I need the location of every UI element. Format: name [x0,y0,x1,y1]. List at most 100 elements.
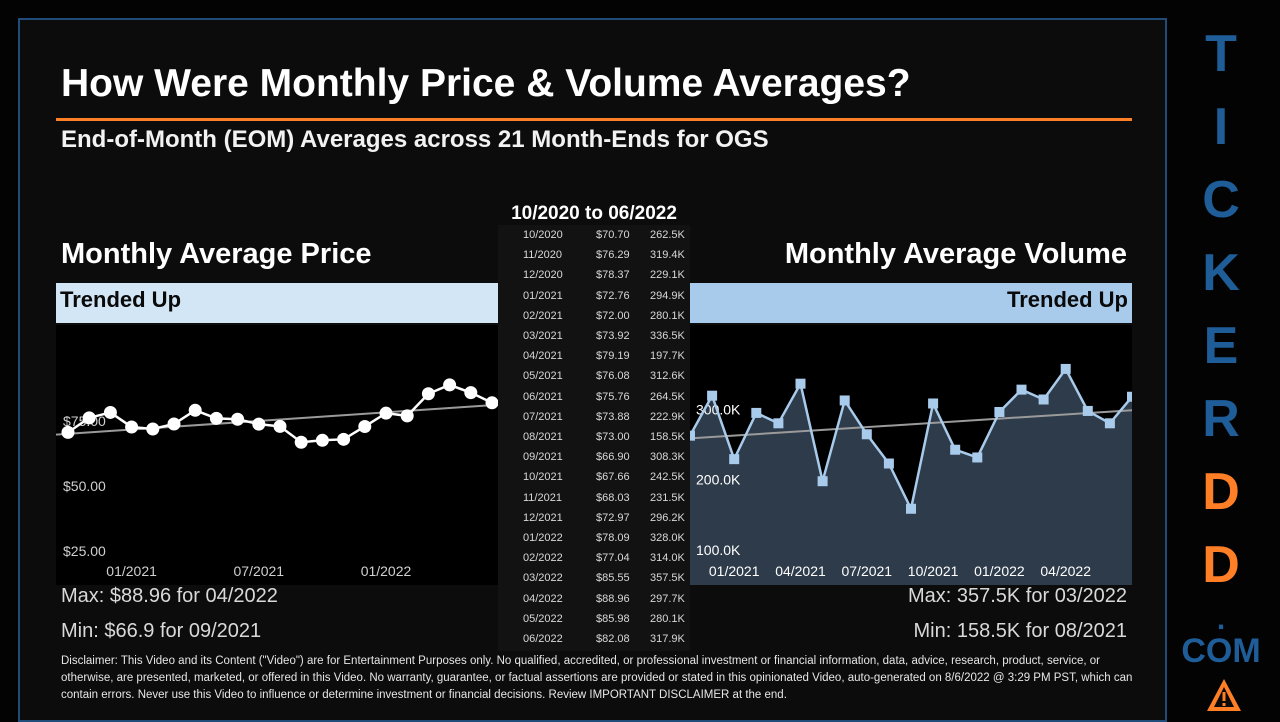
table-cell-price: $88.96 [596,592,630,605]
price-data-point [188,403,202,417]
volume-y-tick-label: 100.0K [696,542,741,558]
volume-data-point [994,406,1005,417]
table-cell-volume: 242.5K [650,471,685,484]
volume-x-tick-label: 04/2022 [1040,563,1091,579]
volume-data-point [817,476,828,487]
table-row: 03/2022 $85.55 357.5K [498,568,690,588]
volume-data-point [1060,363,1071,374]
price-data-point [485,396,498,410]
table-cell-volume: 328.0K [650,532,685,544]
table-cell-date: 05/2022 [523,612,563,625]
volume-trendline [690,409,1132,440]
table-cell-price: $82.08 [596,633,630,645]
table-cell-volume: 222.9K [650,410,685,423]
price-y-tick-label: $25.00 [63,543,106,559]
table-cell-volume: 336.5K [650,330,685,342]
table-row: 05/2021 $76.08 312.6K [498,366,690,386]
volume-data-point [1104,418,1115,429]
price-x-tick-label: 01/2022 [361,563,412,579]
price-data-point [358,419,372,433]
table-cell-date: 03/2022 [523,572,563,585]
price-data-point [337,432,351,446]
volume-trend-banner: Trended Up [690,283,1132,323]
price-max-stat: Max: $88.96 for 04/2022 [61,585,278,607]
table-cell-volume: 264.5K [650,390,685,403]
table-cell-price: $78.37 [596,269,630,282]
table-cell-date: 12/2020 [523,269,563,282]
table-row: 09/2021 $66.90 308.3K [498,447,690,467]
table-cell-volume: 297.7K [650,592,685,605]
table-cell-volume: 280.1K [650,612,685,625]
table-cell-price: $66.90 [596,451,630,464]
price-section-title: Monthly Average Price [61,238,372,270]
volume-data-point [773,418,784,429]
table-cell-date: 04/2021 [523,350,563,363]
table-cell-date: 02/2022 [523,552,563,565]
price-data-point [103,405,117,419]
volume-data-point [906,503,916,514]
table-cell-price: $67.66 [596,471,630,484]
table-cell-volume: 317.9K [650,633,685,645]
table-cell-price: $77.04 [596,552,630,565]
volume-data-point [690,430,695,441]
table-cell-date: 01/2021 [523,289,563,302]
table-cell-date: 02/2021 [523,309,563,322]
table-cell-volume: 280.1K [650,309,685,322]
disclaimer-text: Disclaimer: This Video and its Content (… [61,655,1133,701]
price-data-point [146,422,160,436]
table-date-range-heading: 10/2020 to 06/2022 [511,203,677,224]
price-min-stat: Min: $66.9 for 09/2021 [61,620,262,642]
volume-min-stat: Min: 158.5K for 08/2021 [913,620,1127,642]
volume-x-tick-label: 07/2021 [841,563,892,579]
volume-data-point [1127,391,1132,402]
volume-data-point [861,429,872,440]
brand-letter: T [1205,25,1237,83]
table-row: 07/2021 $73.88 222.9K [498,407,690,427]
table-cell-price: $75.76 [596,390,630,403]
table-cell-volume: 229.1K [650,269,685,282]
price-data-point [273,419,287,433]
price-data-point [421,387,435,401]
volume-area-fill [690,368,1132,585]
price-data-point [464,386,478,400]
volume-section-title: Monthly Average Volume [784,238,1127,270]
volume-max-stat: Max: 357.5K for 03/2022 [907,585,1127,607]
monthly-data-table: 10/2020 $70.70 262.5K 11/2020 $76.29 319.4K 12… [498,225,690,651]
table-cell-volume: 296.2K [650,511,685,524]
table-row: 04/2021 $79.19 197.7K [498,346,690,366]
table-row: 01/2021 $72.76 294.9K [498,286,690,306]
table-cell-price: $68.03 [596,491,630,504]
table-cell-price: $76.29 [596,249,630,262]
brand-letter: D [1202,463,1240,521]
price-x-tick-label: 07/2021 [233,563,284,579]
volume-data-point [1082,405,1093,416]
volume-data-point [950,444,961,455]
table-cell-price: $72.00 [596,309,630,322]
table-cell-date: 11/2021 [523,491,562,504]
table-cell-volume: 262.5K [650,229,685,241]
table-row: 06/2022 $82.08 317.9K [498,629,690,649]
price-data-point [61,425,75,439]
volume-data-point [883,458,894,469]
volume-data-point [795,378,806,389]
price-data-point [294,435,308,449]
table-row: 04/2022 $88.96 297.7K [498,589,690,609]
table-cell-price: $78.09 [596,532,630,544]
price-x-tick-label: 01/2021 [106,563,157,579]
table-cell-volume: 197.7K [650,350,685,363]
volume-x-tick-label: 01/2022 [974,563,1025,579]
table-row: 12/2021 $72.97 296.2K [498,508,690,528]
price-trend-banner: Trended Up [56,283,498,323]
price-data-point [400,409,414,423]
table-cell-date: 07/2021 [523,410,563,423]
page-subtitle: End-of-Month (EOM) Averages across 21 Mo… [61,126,769,153]
table-cell-price: $79.19 [596,350,630,363]
table-cell-date: 12/2021 [523,511,563,524]
price-data-point [252,417,266,431]
brand-letter: D [1202,536,1240,594]
volume-x-tick-label: 01/2021 [709,563,760,579]
page-title: How Were Monthly Price & Volume Averages… [61,62,911,105]
table-cell-date: 10/2020 [523,229,563,241]
